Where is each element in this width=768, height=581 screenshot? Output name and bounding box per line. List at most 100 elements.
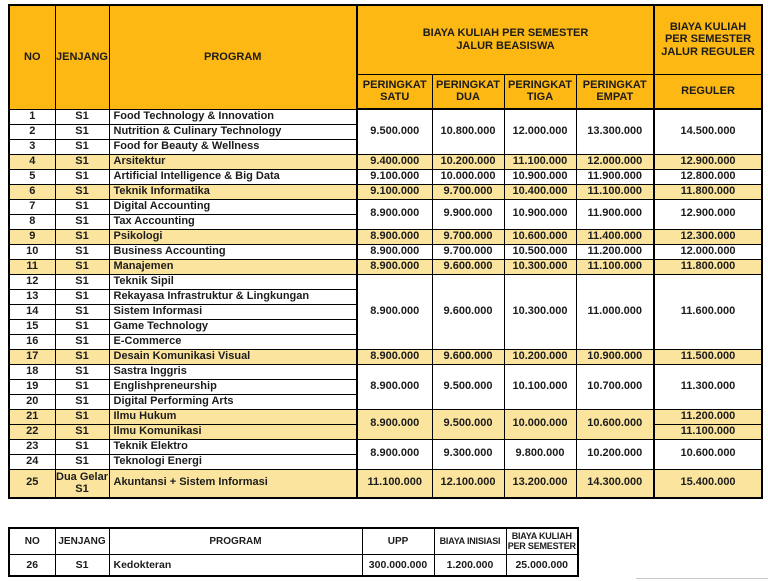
table-row-17: 17 S1 Desain Komunikasi Visual 8.900.000… [8, 348, 763, 365]
cell-program: Business Accounting [108, 243, 358, 260]
cell-p1: 9.400.000 [356, 153, 433, 170]
table-row-6: 6 S1 Teknik Informatika 9.100.000 9.700.… [8, 183, 763, 200]
cell-reguler: 12.000.000 [653, 243, 763, 260]
cell-jenjang: S1 [54, 348, 110, 365]
cell-reguler: 11.300.000 [653, 363, 763, 410]
cell-p3: 10.900.000 [503, 198, 577, 230]
cell-p4: 11.900.000 [575, 198, 655, 230]
cell-no: 4 [8, 153, 56, 170]
cell-no: 18 [8, 363, 56, 380]
cell-program: Teknologi Energi [108, 453, 358, 470]
cell-p4: 12.000.000 [575, 153, 655, 170]
header-beasiswa-group: BIAYA KULIAH PER SEMESTER JALUR BEASISWA [355, 4, 655, 75]
cell-p4: 14.300.000 [575, 468, 655, 499]
table-row-13: 13 S1 Rekayasa Infrastruktur & Lingkunga… [8, 288, 762, 305]
header-beasiswa-line2: JALUR BEASISWA [456, 39, 555, 52]
cell-p1: 11.100.000 [356, 468, 433, 499]
cell-no: 2 [8, 123, 56, 140]
cell-no: 12 [8, 273, 56, 290]
cell-p3: 10.000.000 [503, 408, 577, 440]
cell-no: 19 [8, 378, 56, 395]
header-per-semester-line2: PER SEMESTER [507, 541, 576, 552]
table-row-26: 26 S1 Kedokteran 300.000.000 1.200.000 2… [8, 553, 579, 577]
header-jenjang: JENJANG [54, 527, 110, 555]
table-row-3: 3 S1 Food for Beauty & Wellness [8, 138, 762, 155]
header-row-ranks: PERINGKAT SATU PERINGKAT DUA PERINGKAT T… [9, 73, 763, 110]
cell-jenjang: S1 [54, 553, 110, 577]
header-row-groups: NO JENJANG PROGRAM BIAYA KULIAH PER SEME… [8, 4, 763, 110]
cell-program: Psikologi [108, 228, 358, 245]
header-reguler-line1: BIAYA KULIAH [669, 20, 747, 33]
table-row-21: 21 S1 Ilmu Hukum 8.900.000 9.500.000 10.… [8, 408, 763, 440]
cell-no: 10 [8, 243, 56, 260]
header-reguler-line3: JALUR REGULER [661, 46, 755, 59]
cell-program: Rekayasa Infrastruktur & Lingkungan [108, 288, 358, 305]
cell-p4: 13.300.000 [575, 108, 655, 155]
cell-p2: 9.600.000 [431, 258, 505, 275]
cell-p4: 11.900.000 [575, 168, 655, 185]
cell-p3: 10.500.000 [503, 243, 577, 260]
cell-jenjang: S1 [54, 423, 110, 440]
cell-jenjang: S1 [54, 303, 110, 320]
cell-jenjang: S1 [54, 378, 110, 395]
cell-program: Food Technology & Innovation [108, 108, 358, 125]
cell-p3: 10.600.000 [503, 228, 577, 245]
medicine-table: NO JENJANG PROGRAM UPP BIAYA INISIASI BI… [8, 527, 579, 577]
cell-p3: 10.300.000 [503, 258, 577, 275]
cell-program: Digital Performing Arts [108, 393, 358, 410]
cell-jenjang: S1 [54, 363, 110, 380]
cell-jenjang: S1 [54, 228, 110, 245]
cell-no: 3 [8, 138, 56, 155]
cell-p3: 10.400.000 [503, 183, 577, 200]
cell-no: 16 [8, 333, 56, 350]
cell-program: Manajemen [108, 258, 358, 275]
cell-program: Digital Accounting [108, 198, 358, 215]
header-program: PROGRAM [108, 527, 363, 555]
cell-p2: 9.700.000 [431, 228, 505, 245]
table-row-5: 5 S1 Artificial Intelligence & Big Data … [8, 168, 763, 185]
cell-p4: 11.100.000 [575, 258, 655, 275]
cell-inisiasi: 1.200.000 [433, 553, 507, 577]
cell-p3: 11.100.000 [503, 153, 577, 170]
cell-no: 14 [8, 303, 56, 320]
cell-no: 24 [8, 453, 56, 470]
table-row-22: 22 S1 Ilmu Komunikasi 11.100.000 [8, 423, 763, 440]
medicine-header-row: NO JENJANG PROGRAM UPP BIAYA INISIASI BI… [8, 527, 579, 555]
header-program: PROGRAM [108, 4, 358, 110]
cell-jenjang: S1 [54, 453, 110, 470]
cell-p2: 10.800.000 [431, 108, 505, 155]
cell-jenjang: S1 [54, 153, 110, 170]
cell-reguler: 12.800.000 [653, 168, 763, 185]
cell-p4: 10.700.000 [575, 363, 655, 410]
cell-jenjang: S1 [54, 168, 110, 185]
cell-program: Sistem Informasi [108, 303, 358, 320]
cell-p2: 12.100.000 [431, 468, 505, 499]
cell-no: 23 [8, 438, 56, 455]
cell-jenjang: S1 [54, 138, 110, 155]
cell-reguler: 11.800.000 [653, 258, 763, 275]
cell-no: 25 [8, 468, 56, 499]
cell-jenjang: S1 [54, 408, 110, 425]
cell-program: Desain Komunikasi Visual [108, 348, 358, 365]
cell-program: Sastra Inggris [108, 363, 358, 380]
table-row-23: 23 S1 Teknik Elektro 8.900.000 9.300.000… [8, 438, 763, 470]
header-peringkat-dua: PERINGKAT DUA [431, 73, 505, 110]
header-biaya-inisiasi: BIAYA INISIASI [433, 527, 507, 555]
table-row-4: 4 S1 Arsitektur 9.400.000 10.200.000 11.… [8, 153, 763, 170]
table-row-10: 10 S1 Business Accounting 8.900.000 9.70… [8, 243, 763, 260]
cell-program: Teknik Sipil [108, 273, 358, 290]
cell-p1: 8.900.000 [356, 408, 433, 440]
cell-program: Food for Beauty & Wellness [108, 138, 358, 155]
cell-p1: 9.100.000 [356, 168, 433, 185]
cell-p3: 10.200.000 [503, 348, 577, 365]
cell-jenjang: S1 [54, 123, 110, 140]
cell-reguler: 11.800.000 [653, 183, 763, 200]
header-peringkat-satu: PERINGKAT SATU [356, 73, 433, 110]
cell-p1: 9.100.000 [356, 183, 433, 200]
cell-no: 15 [8, 318, 56, 335]
cell-program: Ilmu Hukum [108, 408, 358, 425]
cell-no: 26 [8, 553, 56, 577]
cell-p1: 8.900.000 [356, 228, 433, 245]
cell-program: Tax Accounting [108, 213, 358, 230]
cell-jenjang: S1 [54, 108, 110, 125]
